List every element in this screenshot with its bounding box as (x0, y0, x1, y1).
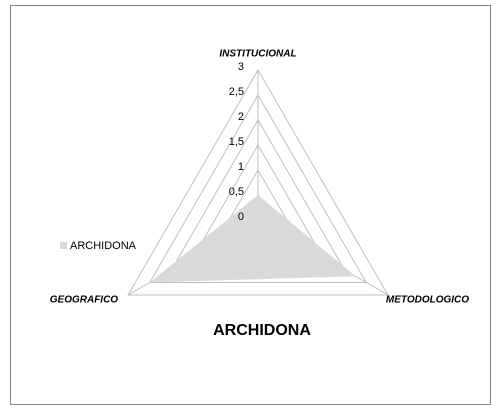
tick-label: 1 (238, 161, 244, 173)
tick-label: 3 (238, 61, 244, 73)
tick-label: 1,5 (229, 136, 244, 148)
axis-label: METODOLOGICO (386, 295, 469, 306)
tick-label: 0,5 (229, 186, 244, 198)
axis-label: INSTITUCIONAL (219, 49, 296, 60)
tick-label: 2 (238, 111, 244, 123)
grid-line (148, 93, 368, 283)
series-area (149, 195, 356, 283)
tick-label: 2,5 (229, 86, 244, 98)
legend-label: ARCHIDONA (70, 240, 137, 252)
axis-label: GEOGRAFICO (50, 295, 119, 306)
grid-line (127, 68, 389, 296)
chart-title: ARCHIDONA (213, 322, 311, 339)
tick-label: 0 (238, 211, 244, 223)
legend-swatch (60, 242, 67, 249)
